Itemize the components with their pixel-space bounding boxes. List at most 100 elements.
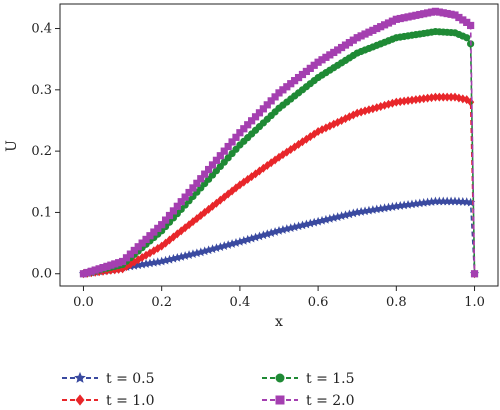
series-layer: [78, 7, 480, 279]
series-point: [201, 170, 209, 178]
plot-area: [59, 3, 499, 287]
series-point: [228, 138, 236, 146]
series-point: [302, 67, 310, 76]
series-point: [427, 8, 436, 16]
series-point: [205, 165, 213, 174]
x-tick-label: 1.0: [464, 295, 485, 310]
series-point: [345, 112, 353, 122]
series-point: [122, 254, 131, 262]
series-point: [373, 24, 381, 33]
series-point: [349, 110, 357, 120]
series-point: [380, 21, 389, 29]
x-tick-label: 0.0: [73, 295, 94, 310]
series-point: [361, 30, 369, 38]
series-point: [208, 161, 217, 169]
series-point: [318, 125, 326, 135]
series-point: [388, 17, 397, 25]
series-point: [447, 10, 455, 18]
legend-item: t = 1.0: [62, 393, 155, 409]
legend-label: t = 0.5: [106, 371, 155, 387]
series-point: [322, 53, 330, 61]
series-point: [443, 92, 451, 102]
series-point: [267, 97, 275, 105]
series-point: [424, 93, 432, 103]
series-point: [341, 41, 350, 49]
series-point: [306, 64, 314, 72]
series-point: [412, 11, 420, 19]
series-point: [212, 156, 221, 164]
series-point: [87, 267, 95, 275]
series-point: [447, 92, 455, 102]
legend-label: t = 1.5: [306, 371, 355, 387]
series-point: [459, 94, 467, 104]
series-point: [345, 39, 353, 47]
series-point: [435, 8, 443, 16]
series-point: [369, 26, 377, 34]
series-point: [470, 270, 479, 278]
series-point: [369, 104, 377, 114]
series-point: [185, 188, 193, 197]
series-point: [294, 73, 303, 82]
legend-marker: [275, 395, 285, 405]
series-point: [291, 77, 299, 85]
series-point: [427, 93, 436, 103]
axis-ticks: 0.0 0.2 0.4 0.6 0.8 1.0 0.0 0.1 0.2 0.3 0.4: [31, 22, 485, 310]
y-tick-label: 0.0: [31, 267, 52, 282]
series-point: [443, 9, 451, 18]
y-axis-label: U: [4, 140, 20, 152]
series-point: [118, 257, 127, 266]
legend-marker: [275, 373, 285, 383]
series-point: [408, 12, 416, 20]
series-point: [337, 43, 346, 52]
series-point: [463, 34, 471, 42]
series-point: [373, 103, 381, 113]
series-point: [83, 268, 91, 277]
series-point: [396, 14, 404, 23]
series-point: [177, 198, 185, 206]
series-point: [357, 32, 365, 40]
series-point: [99, 264, 107, 272]
series-point: [463, 18, 471, 26]
series-point: [365, 28, 373, 36]
series-point: [154, 224, 162, 232]
series-point: [314, 127, 322, 137]
series-point: [224, 142, 232, 151]
series-point: [287, 80, 295, 88]
series-point: [455, 13, 463, 22]
series-point: [251, 113, 260, 121]
series-point: [310, 61, 318, 69]
series-point: [279, 86, 287, 94]
series-point: [439, 9, 447, 17]
series-point: [259, 163, 267, 173]
series-point: [377, 102, 385, 112]
legend-marker: [74, 371, 86, 383]
series-point: [173, 202, 181, 210]
series-point: [126, 250, 134, 258]
series-point: [353, 34, 361, 42]
series-point: [158, 221, 166, 229]
series-point: [271, 93, 279, 101]
series-point: [334, 46, 342, 54]
series-point: [161, 216, 170, 224]
series-point: [459, 16, 467, 24]
series-point: [400, 14, 408, 22]
y-tick-label: 0.2: [31, 144, 52, 159]
series-point: [294, 139, 303, 149]
series-point: [142, 235, 150, 244]
series-point: [322, 123, 330, 133]
series-point: [169, 207, 178, 215]
series-point: [330, 48, 338, 57]
series-point: [189, 184, 197, 192]
series-point: [263, 161, 271, 171]
series-point: [244, 121, 252, 129]
y-tick-label: 0.1: [31, 205, 52, 220]
series-point: [150, 228, 158, 236]
legend-item: t = 1.5: [262, 371, 355, 387]
x-tick-label: 0.6: [308, 295, 329, 310]
series-point: [181, 193, 189, 201]
series-point: [404, 13, 412, 21]
series-point: [400, 96, 408, 106]
series-point: [216, 152, 224, 160]
series-point: [91, 266, 99, 274]
